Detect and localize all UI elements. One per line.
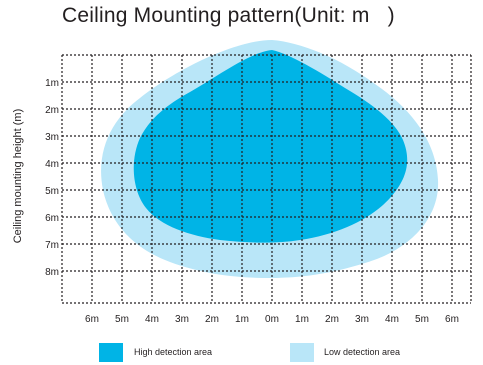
- y-axis-label: Ceiling mounting height (m): [12, 108, 24, 244]
- x-tick-label: 6m: [445, 314, 459, 325]
- y-tick-label: 8m: [45, 267, 59, 278]
- x-tick-label: 4m: [385, 314, 399, 325]
- grid: [61, 54, 472, 304]
- x-tick-label: 1m: [295, 314, 309, 325]
- y-tick-label: 6m: [45, 213, 59, 224]
- x-tick-label: 3m: [355, 314, 369, 325]
- x-tick-label: 3m: [175, 314, 189, 325]
- y-tick-label: 7m: [45, 240, 59, 251]
- legend-high-label: High detection area: [134, 347, 213, 357]
- y-tick-label: 2m: [45, 105, 59, 116]
- legend-low-label: Low detection area: [324, 347, 401, 357]
- x-tick-label: 2m: [205, 314, 219, 325]
- y-tick-label: 3m: [45, 132, 59, 143]
- x-tick-label: 0m: [265, 314, 279, 325]
- y-tick-label: 1m: [45, 78, 59, 89]
- legend-high-swatch: [99, 343, 123, 362]
- y-tick-label: 4m: [45, 159, 59, 170]
- x-tick-label: 2m: [325, 314, 339, 325]
- y-tick-label: 5m: [45, 186, 59, 197]
- x-tick-label: 5m: [115, 314, 129, 325]
- high-detection-area: [133, 50, 408, 243]
- x-tick-label: 6m: [85, 314, 99, 325]
- x-tick-label: 1m: [235, 314, 249, 325]
- x-tick-label: 5m: [415, 314, 429, 325]
- x-tick-label: 4m: [145, 314, 159, 325]
- legend-low-swatch: [290, 343, 314, 362]
- diagram-title: Ceiling Mounting pattern(Unit: m ): [62, 4, 395, 27]
